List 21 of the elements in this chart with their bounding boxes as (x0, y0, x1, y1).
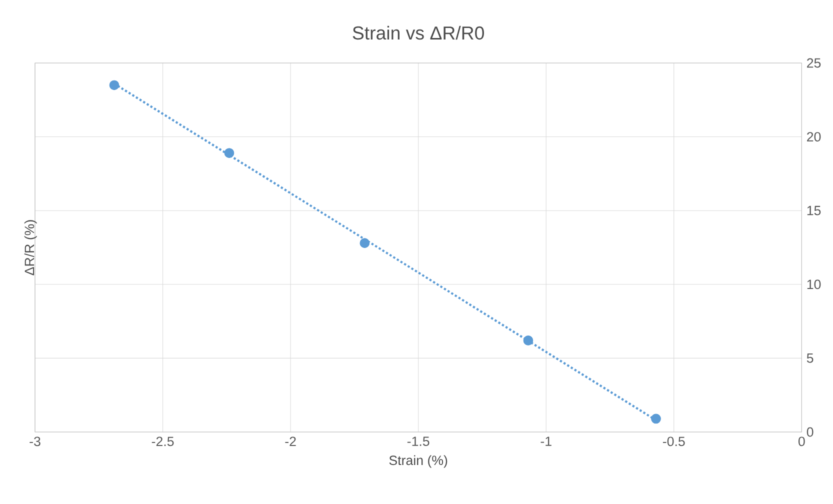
x-axis-title: Strain (%) (389, 455, 448, 468)
chart-title: Strain vs ΔR/R0 (352, 26, 484, 40)
x-tick-label: -1 (540, 436, 552, 446)
point (109, 80, 120, 90)
y-tick-label: 20 (807, 132, 821, 142)
x-tick-label: -2 (285, 436, 296, 446)
y-tick-label: 0 (806, 427, 814, 437)
point (224, 148, 234, 158)
point (360, 238, 370, 248)
x-tick-label: -2.5 (152, 436, 174, 446)
y-tick-label: 15 (807, 206, 821, 216)
y-axis-title: ΔR/R (%) (24, 220, 37, 276)
y-tick-label: 5 (806, 354, 814, 363)
x-tick-label: 0 (798, 436, 805, 446)
x-tick-label: -1.5 (407, 436, 430, 446)
y-tick-label: 25 (807, 58, 821, 68)
x-tick-label: -3 (30, 436, 40, 446)
point (651, 414, 661, 424)
point (523, 336, 534, 346)
x-tick-label: -0.5 (662, 436, 685, 446)
y-tick-label: 10 (807, 280, 821, 290)
